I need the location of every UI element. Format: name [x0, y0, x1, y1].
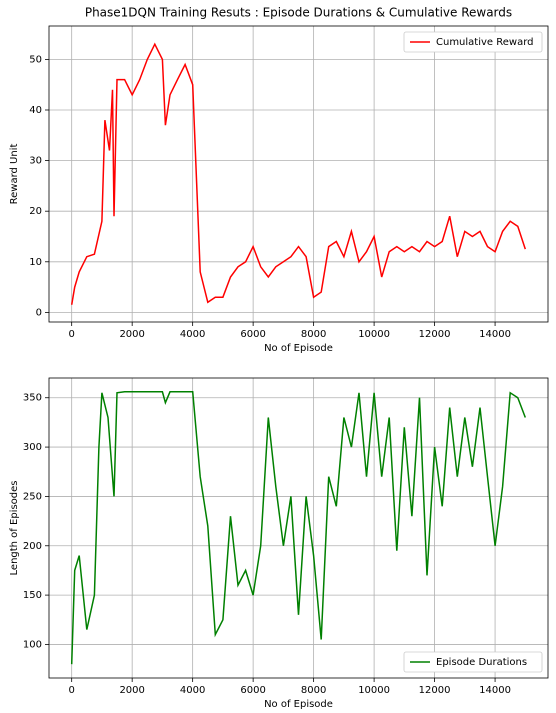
y-tick-label: 100: [23, 639, 42, 650]
x-tick-label: 6000: [240, 329, 265, 340]
y-tick-label: 0: [36, 307, 42, 318]
data-line: [70, 391, 527, 665]
data-line: [70, 42, 527, 305]
y-tick-label: 30: [29, 156, 42, 167]
y-tick-label: 200: [23, 541, 42, 552]
y-tick-label: 50: [29, 54, 42, 65]
y-tick-label: 40: [29, 105, 42, 116]
x-tick-label: 4000: [180, 685, 205, 696]
plot-frame: [48, 377, 549, 679]
x-axis-label: No of Episode: [264, 343, 333, 354]
y-tick-label: 300: [23, 442, 42, 453]
y-tick-label: 20: [29, 206, 42, 217]
y-tick-label: 150: [23, 590, 42, 601]
x-tick-label: 12000: [419, 685, 451, 696]
x-tick-label: 14000: [479, 329, 511, 340]
y-tick-label: 250: [23, 491, 42, 502]
x-tick-label: 14000: [479, 685, 511, 696]
y-tick-label: 350: [23, 393, 42, 404]
legend-label: Episode Durations: [436, 657, 527, 668]
x-tick-label: 8000: [301, 329, 326, 340]
x-axis-label: No of Episode: [264, 699, 333, 710]
x-tick-label: 6000: [240, 685, 265, 696]
x-tick-label: 2000: [119, 329, 144, 340]
plot-frame: [48, 25, 549, 323]
x-tick-label: 2000: [119, 685, 144, 696]
x-tick-label: 12000: [419, 329, 451, 340]
x-tick-label: 0: [68, 329, 74, 340]
legend-box: [403, 31, 543, 53]
y-axis-label: Length of Episodes: [9, 481, 20, 576]
chart-title: Phase1DQN Training Resuts : Episode Dura…: [85, 6, 512, 20]
x-tick-label: 10000: [358, 685, 390, 696]
legend-box: [403, 651, 543, 673]
legend-label: Cumulative Reward: [436, 37, 534, 48]
y-tick-label: 10: [29, 257, 42, 268]
x-tick-label: 8000: [301, 685, 326, 696]
x-tick-label: 10000: [358, 329, 390, 340]
y-axis-label: Reward Unit: [9, 144, 20, 205]
x-tick-label: 0: [68, 685, 74, 696]
x-tick-label: 4000: [180, 329, 205, 340]
